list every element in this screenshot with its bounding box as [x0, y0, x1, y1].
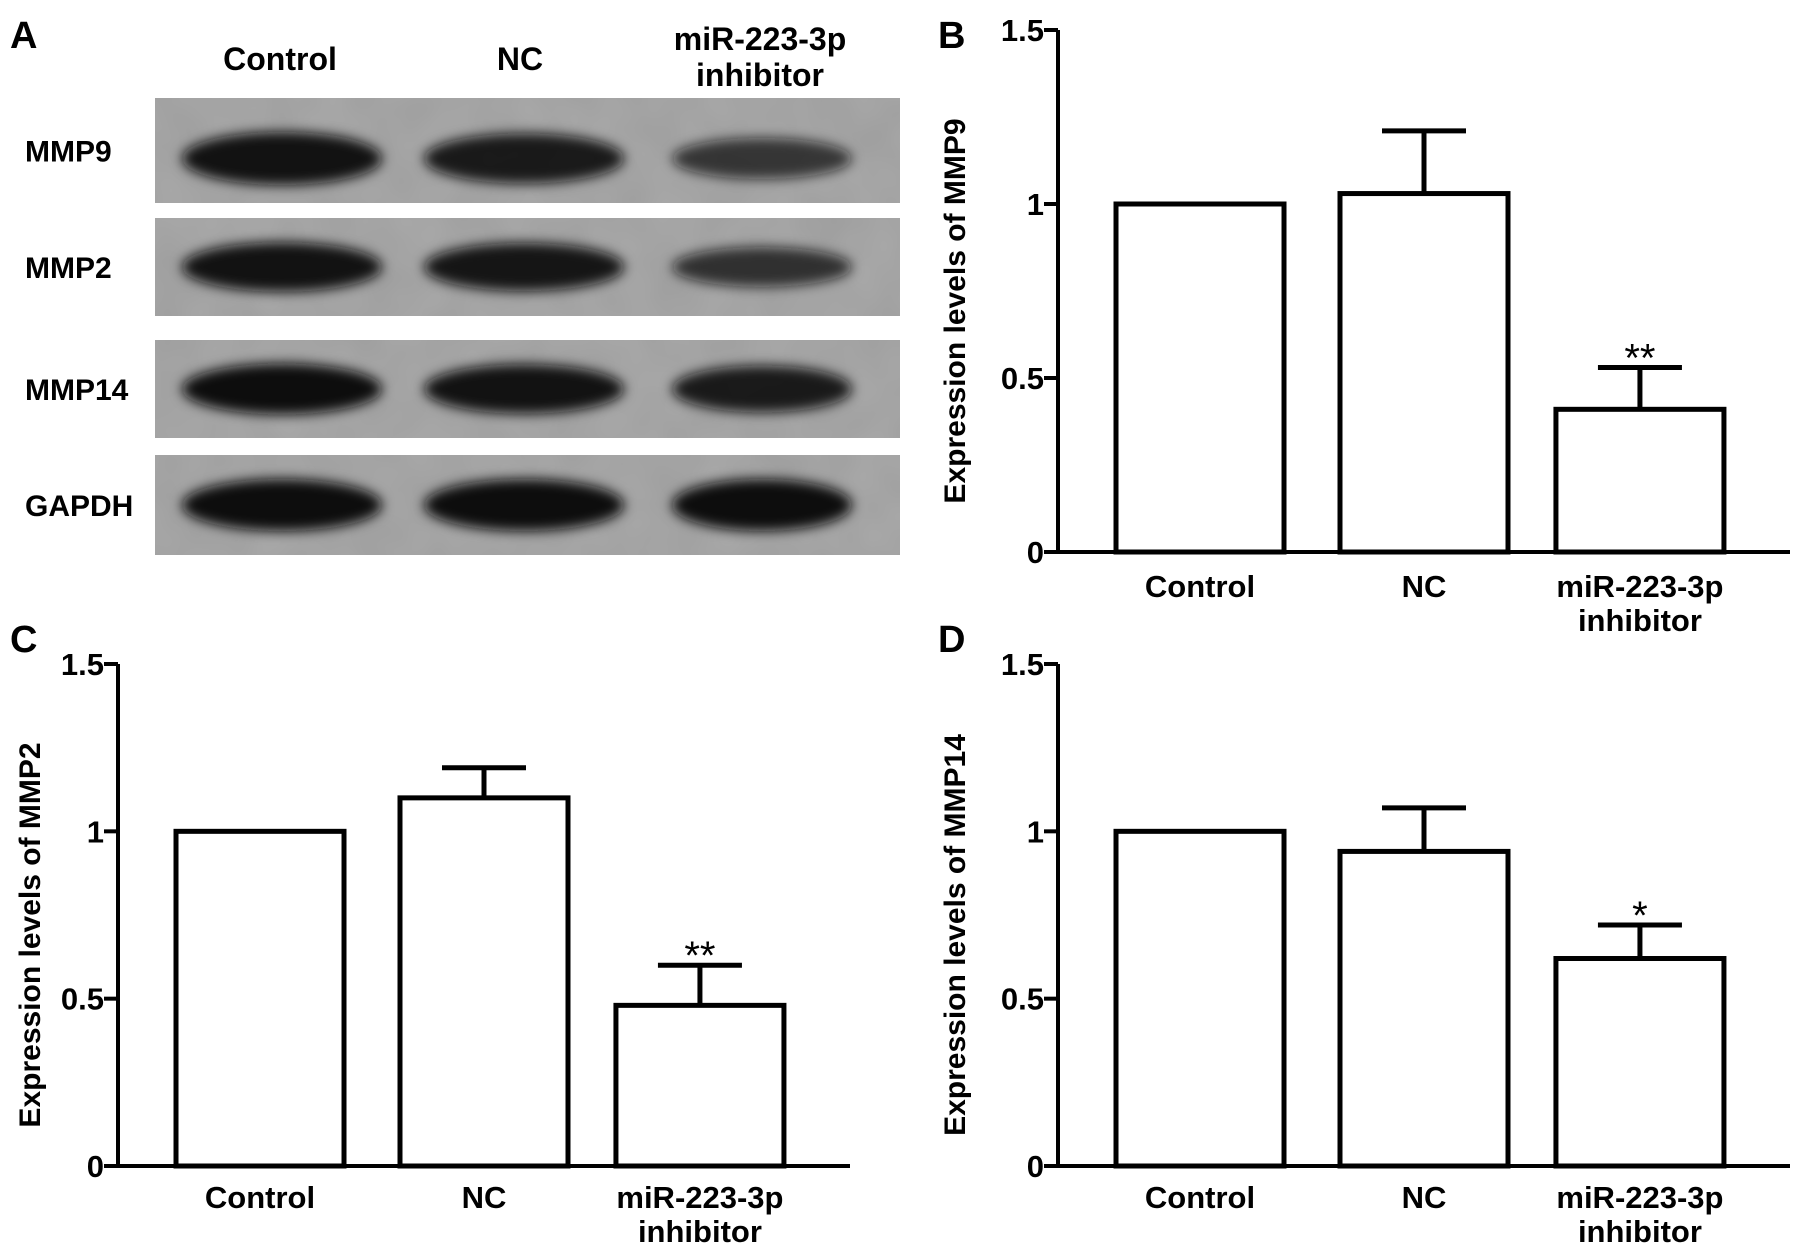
blot-band	[424, 479, 624, 531]
y-tick-label: 0.5	[1001, 361, 1044, 396]
bar-nc	[1337, 191, 1511, 555]
y-tick-label: 0.5	[1001, 982, 1044, 1017]
blot-band	[672, 247, 852, 287]
blot-row-mmp9: MMP9	[25, 98, 900, 203]
x-category-label: NC	[1402, 1180, 1447, 1215]
panel-letter-c: C	[10, 619, 37, 661]
blot-band	[424, 133, 624, 184]
x-category-label: inhibitor	[1578, 603, 1702, 638]
blot-band	[182, 131, 382, 186]
blot-row-label: MMP9	[25, 136, 112, 169]
blot-band	[182, 479, 382, 531]
western-blot: Control NC miR-223-3p inhibitor MMP9 MMP2…	[25, 21, 900, 555]
blot-band	[182, 242, 382, 292]
y-tick-label: 0	[87, 1149, 104, 1184]
chart-mmp14: 0 0.5 1 1.5 Expression levels of MMP14 Contro…	[939, 647, 1790, 1249]
panel-letter-a: A	[10, 15, 37, 57]
significance-marker: **	[684, 934, 715, 978]
significance-marker: **	[1624, 337, 1655, 381]
blot-band	[672, 479, 852, 531]
panel-letter-d: D	[938, 619, 965, 661]
bar-nc	[397, 795, 571, 1169]
x-category-label: NC	[462, 1180, 507, 1215]
x-category-label: miR-223-3p	[1556, 1180, 1723, 1215]
blot-band	[424, 364, 624, 414]
x-category-label: Control	[1145, 569, 1255, 604]
x-category-label: Control	[205, 1180, 315, 1215]
y-tick-label: 1	[87, 814, 104, 849]
x-category-label: miR-223-3p	[1556, 569, 1723, 604]
blot-row-mmp2: MMP2	[25, 218, 900, 316]
x-category-label: NC	[1402, 569, 1447, 604]
x-category-label: miR-223-3p	[616, 1180, 783, 1215]
blot-band	[182, 363, 382, 415]
blot-band	[672, 365, 852, 413]
blot-row-mmp14: MMP14	[25, 340, 900, 438]
blot-rows: MMP9 MMP2 MMP14 GAPDH	[25, 98, 900, 555]
y-axis-label: Expression levels of MMP9	[939, 118, 972, 503]
y-axis-label: Expression levels of MMP2	[14, 742, 47, 1127]
bar-control	[1113, 201, 1287, 555]
bar-control	[1113, 828, 1287, 1169]
significance-marker: *	[1632, 894, 1648, 938]
x-category-label: inhibitor	[1578, 1214, 1702, 1249]
lane-label-control: Control	[223, 41, 337, 77]
bar-mir-223-3p	[1553, 956, 1727, 1169]
y-axis-label: Expression levels of MMP14	[939, 734, 972, 1136]
y-tick-label: 0.5	[61, 982, 104, 1017]
blot-row-label: GAPDH	[25, 490, 133, 523]
y-tick-label: 1.5	[61, 647, 104, 682]
blot-lane-labels: Control NC miR-223-3p inhibitor	[223, 21, 846, 93]
lane-label-inhibitor-line1: miR-223-3p	[674, 21, 847, 57]
blot-row-label: MMP2	[25, 252, 112, 285]
y-tick-label: 1.5	[1001, 13, 1044, 48]
blot-band	[424, 242, 624, 292]
x-category-label: inhibitor	[638, 1214, 762, 1249]
chart-mmp9: 0 0.5 1 1.5 Expression levels of MMP9 Control…	[939, 13, 1790, 638]
bar-mir-223-3p	[613, 1002, 787, 1169]
bar-control	[173, 828, 347, 1169]
y-tick-label: 1	[1027, 187, 1044, 222]
blot-row-gapdh: GAPDH	[25, 455, 900, 555]
y-tick-label: 0	[1027, 1149, 1044, 1184]
lane-label-inhibitor-line2: inhibitor	[696, 57, 824, 93]
y-tick-label: 0	[1027, 535, 1044, 570]
y-tick-label: 1.5	[1001, 647, 1044, 682]
blot-row-label: MMP14	[25, 374, 129, 407]
lane-label-nc: NC	[497, 41, 543, 77]
bar-nc	[1337, 848, 1511, 1169]
panel-letter-b: B	[938, 15, 965, 57]
blot-band	[672, 137, 852, 180]
x-category-label: Control	[1145, 1180, 1255, 1215]
bar-mir-223-3p	[1553, 406, 1727, 555]
chart-mmp2: 0 0.5 1 1.5 Expression levels of MMP2 Control…	[14, 647, 850, 1249]
y-tick-label: 1	[1027, 814, 1044, 849]
